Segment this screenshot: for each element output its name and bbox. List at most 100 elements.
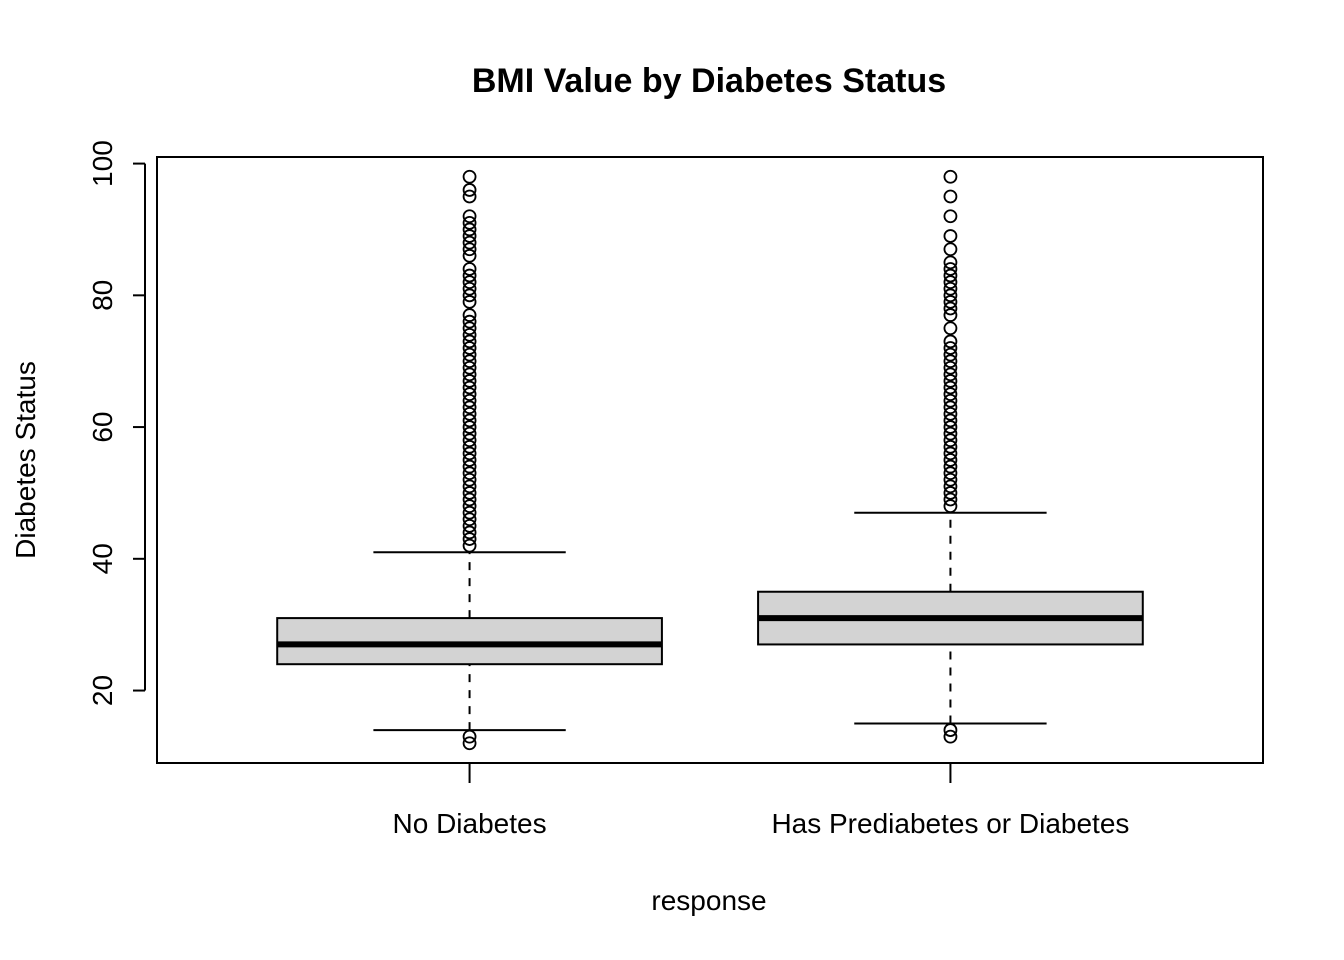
outlier-point <box>462 446 477 461</box>
outlier-point <box>943 295 958 309</box>
outlier-point <box>943 453 958 467</box>
outlier-point <box>462 532 477 546</box>
outlier-point <box>943 479 958 494</box>
outlier-point <box>943 723 958 737</box>
outlier-point <box>943 301 958 316</box>
outlier-point <box>462 341 477 355</box>
outlier-point <box>462 439 477 454</box>
outlier-point <box>462 347 477 362</box>
outlier-point <box>462 736 477 751</box>
outlier-point <box>462 281 477 296</box>
outlier-point <box>462 406 477 421</box>
outlier-point <box>462 420 477 434</box>
outlier-point <box>943 242 958 257</box>
outlier-point <box>943 439 958 454</box>
outlier-point <box>462 169 477 184</box>
boxes-group <box>276 169 1144 751</box>
outlier-point <box>462 215 477 230</box>
outlier-point <box>462 413 477 428</box>
outlier-point <box>943 321 958 336</box>
box-0 <box>276 169 663 751</box>
outlier-point <box>462 222 477 237</box>
outlier-point <box>462 472 477 487</box>
y-tick-label: 40 <box>87 543 118 574</box>
outlier-point <box>943 354 958 369</box>
x-tick-label: Has Prediabetes or Diabetes <box>771 808 1129 839</box>
outlier-point <box>943 499 958 514</box>
outlier-point <box>462 479 477 494</box>
outlier-point <box>462 400 477 415</box>
outlier-point <box>462 492 477 507</box>
outlier-point <box>943 729 958 744</box>
outlier-point <box>943 288 958 303</box>
outlier-point <box>943 413 958 428</box>
outlier-point <box>462 321 477 336</box>
box-1 <box>757 169 1144 744</box>
outlier-point <box>462 248 477 263</box>
outlier-point <box>462 295 477 309</box>
outlier-point <box>943 433 958 448</box>
outlier-point <box>462 275 477 290</box>
iqr-box <box>276 617 663 666</box>
outlier-point <box>943 426 958 441</box>
y-axis: 20 40 60 80 100 <box>87 140 146 706</box>
outlier-point <box>462 538 477 553</box>
plot-frame <box>156 156 1264 764</box>
outlier-point <box>462 288 477 303</box>
outlier-point <box>943 281 958 296</box>
outlier-point <box>462 466 477 481</box>
outlier-point <box>462 183 477 197</box>
outlier-point <box>462 380 477 395</box>
x-axis-label: response <box>651 885 766 916</box>
outlier-point <box>943 367 958 382</box>
outlier-point <box>462 262 477 276</box>
outlier-point <box>462 453 477 467</box>
outlier-point <box>943 334 958 349</box>
outlier-point <box>462 505 477 520</box>
outlier-point <box>462 235 477 250</box>
outlier-point <box>462 426 477 441</box>
outlier-point <box>462 268 477 283</box>
outlier-point <box>462 512 477 527</box>
outlier-point <box>462 459 477 474</box>
outlier-point <box>462 327 477 342</box>
outlier-point <box>462 354 477 369</box>
outlier-point <box>943 466 958 481</box>
outlier-point <box>462 229 477 243</box>
outlier-point <box>462 334 477 349</box>
outlier-point <box>943 347 958 362</box>
outlier-point <box>943 275 958 290</box>
outlier-point <box>943 229 958 243</box>
outlier-point <box>943 393 958 408</box>
outlier-point <box>462 486 477 500</box>
outlier-point <box>462 525 477 540</box>
outlier-point <box>943 380 958 395</box>
outlier-point <box>462 209 477 224</box>
outlier-point <box>943 255 958 270</box>
outlier-point <box>462 242 477 257</box>
outlier-point <box>943 387 958 402</box>
outlier-point <box>943 169 958 184</box>
outlier-point <box>943 400 958 415</box>
outlier-point <box>462 729 477 744</box>
outlier-point <box>943 341 958 355</box>
x-tick-label: No Diabetes <box>393 808 547 839</box>
outlier-point <box>943 262 958 276</box>
outlier-point <box>462 367 477 382</box>
outlier-point <box>943 268 958 283</box>
y-tick-label: 100 <box>87 140 118 187</box>
outlier-point <box>462 374 477 388</box>
outlier-point <box>462 518 477 533</box>
outlier-point <box>943 492 958 507</box>
outlier-point <box>943 209 958 224</box>
x-axis: No Diabetes Has Prediabetes or Diabetes <box>393 763 1129 839</box>
y-tick-label: 80 <box>87 280 118 311</box>
y-tick-label: 60 <box>87 411 118 442</box>
outlier-point <box>462 499 477 514</box>
outlier-point <box>943 420 958 434</box>
outlier-point <box>943 486 958 500</box>
outlier-point <box>462 387 477 402</box>
outlier-point <box>943 308 958 322</box>
outlier-point <box>943 360 958 375</box>
